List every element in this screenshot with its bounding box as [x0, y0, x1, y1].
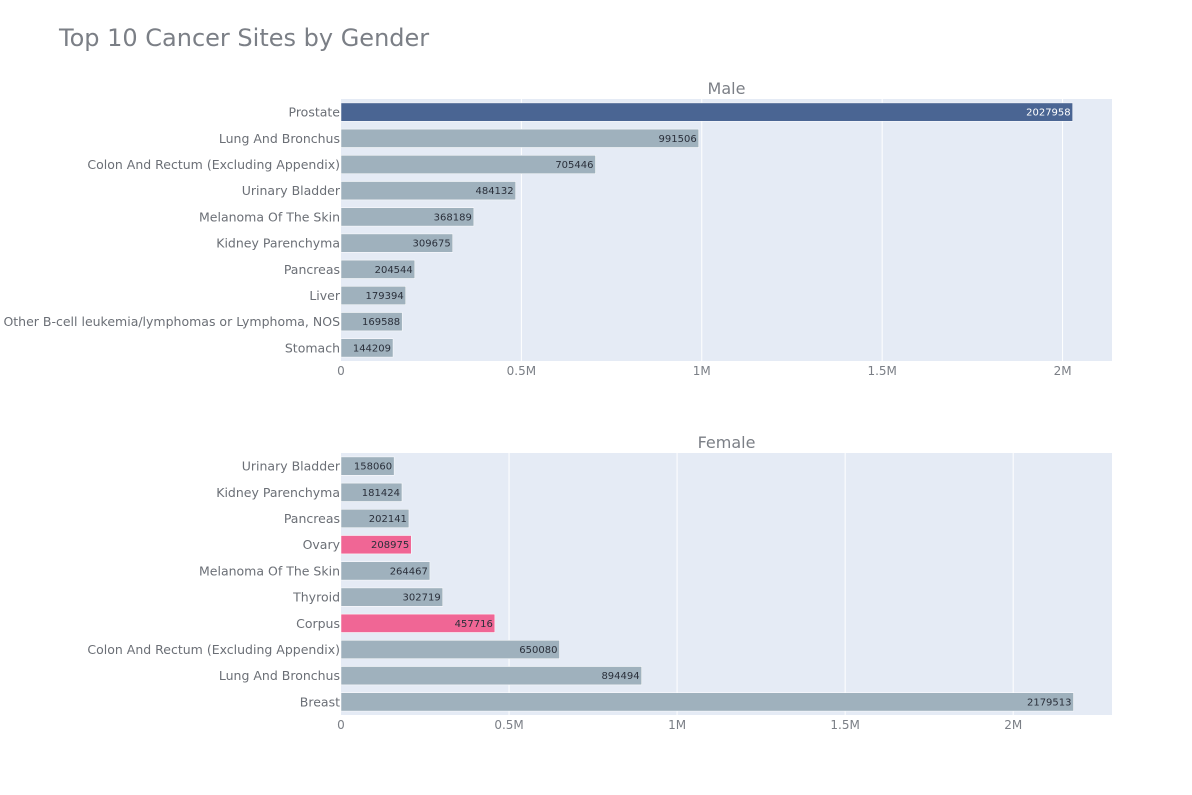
value-label: 894494: [601, 671, 639, 682]
category-label: Melanoma Of The Skin: [199, 563, 340, 578]
x-tick-label: 0: [337, 364, 345, 378]
x-tick-label: 1M: [668, 718, 686, 732]
category-label: Lung And Bronchus: [219, 131, 340, 146]
value-label: 181424: [362, 488, 400, 499]
bar: [340, 338, 394, 358]
x-tick-label: 0.5M: [507, 364, 536, 378]
category-label: Urinary Bladder: [242, 459, 341, 474]
value-label: 2179513: [1027, 697, 1072, 708]
bar: [340, 312, 403, 332]
panel-title: Male: [708, 79, 746, 98]
value-label: 202141: [369, 514, 407, 525]
bar: [340, 692, 1074, 712]
x-tick-label: 0.5M: [494, 718, 523, 732]
category-label: Melanoma Of The Skin: [199, 209, 340, 224]
category-label: Colon And Rectum (Excluding Appendix): [87, 642, 340, 657]
category-label: Colon And Rectum (Excluding Appendix): [87, 157, 340, 172]
bar: [340, 259, 416, 279]
bar: [340, 561, 431, 581]
bar: [340, 587, 443, 607]
value-label: 991506: [659, 134, 697, 145]
bar: [340, 128, 699, 148]
category-label: Kidney Parenchyma: [216, 236, 340, 251]
value-label: 368189: [434, 212, 472, 223]
x-tick-label: 1M: [693, 364, 711, 378]
value-label: 705446: [555, 160, 593, 171]
category-label: Prostate: [289, 105, 341, 120]
value-label: 264467: [390, 566, 428, 577]
value-label: 204544: [375, 265, 413, 276]
bar: [340, 456, 395, 476]
category-label: Other B-cell leukemia/lymphomas or Lymph…: [3, 314, 340, 329]
value-label: 302719: [403, 593, 441, 604]
bar: [340, 613, 496, 633]
x-tick-label: 1.5M: [867, 364, 896, 378]
bar: [340, 286, 406, 305]
value-label: 650080: [519, 645, 557, 656]
category-label: Lung And Bronchus: [219, 668, 340, 683]
bar: [340, 535, 412, 555]
bar: [340, 181, 516, 201]
category-label: Kidney Parenchyma: [216, 485, 340, 500]
panel-title: Female: [698, 433, 756, 452]
category-label: Stomach: [285, 340, 340, 355]
x-tick-label: 2M: [1054, 364, 1072, 378]
value-label: 2027958: [1026, 108, 1071, 119]
value-label: 484132: [475, 186, 513, 197]
bar: [340, 509, 410, 528]
value-label: 208975: [371, 540, 409, 551]
category-label: Pancreas: [284, 262, 340, 277]
value-label: 309675: [413, 239, 451, 250]
bar: [340, 482, 403, 502]
category-label: Urinary Bladder: [242, 183, 341, 198]
value-label: 169588: [362, 317, 400, 328]
x-tick-label: 0: [337, 718, 345, 732]
chart-title: Top 10 Cancer Sites by Gender: [59, 24, 430, 52]
bar: [340, 640, 560, 659]
bar: [340, 207, 475, 227]
value-label: 158060: [354, 462, 392, 473]
bar: [340, 102, 1073, 122]
value-label: 179394: [366, 291, 404, 302]
category-label: Ovary: [303, 537, 341, 552]
x-tick-label: 2M: [1004, 718, 1022, 732]
value-label: 144209: [353, 343, 391, 354]
bar: [340, 155, 596, 174]
category-label: Corpus: [296, 616, 340, 631]
category-label: Thyroid: [292, 590, 340, 605]
category-label: Liver: [309, 288, 341, 303]
category-label: Pancreas: [284, 511, 340, 526]
category-label: Breast: [300, 694, 340, 709]
bar: [340, 233, 453, 253]
value-label: 457716: [455, 619, 493, 630]
x-tick-label: 1.5M: [830, 718, 859, 732]
bar: [340, 666, 642, 686]
